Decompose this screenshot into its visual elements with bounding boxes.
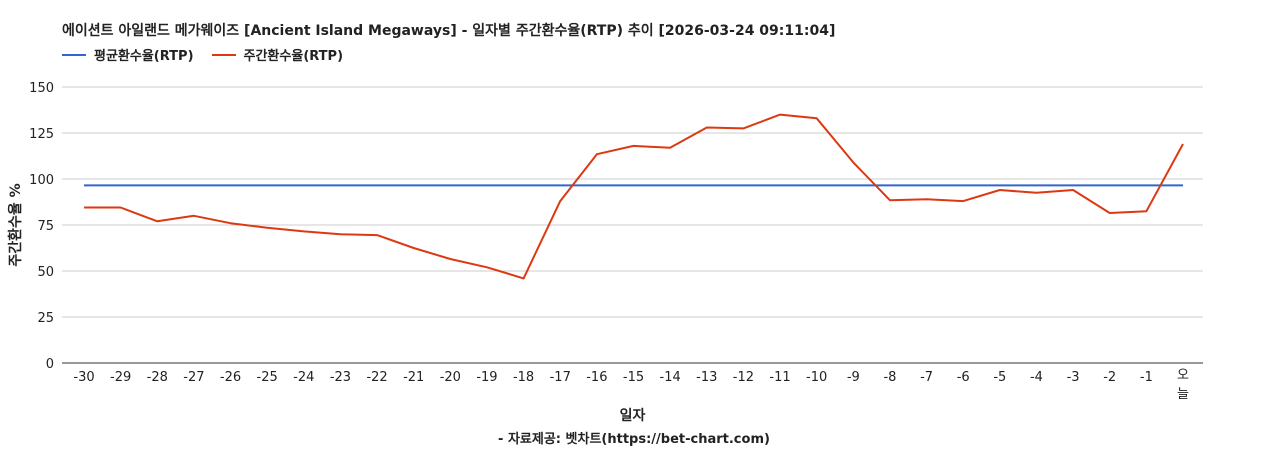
legend-swatch-weekly	[211, 53, 236, 56]
x-tick-label: -1	[1140, 370, 1153, 385]
x-tick-label: -28	[147, 370, 168, 385]
x-tick-label: -15	[623, 370, 644, 385]
x-tick-label: -30	[73, 370, 94, 385]
legend-item-average[interactable]: 평균환수율(RTP)	[62, 45, 194, 64]
x-tick-label: -29	[110, 370, 131, 385]
y-tick-label: 50	[37, 265, 54, 280]
x-tick-label: -13	[696, 370, 717, 385]
y-tick-label: 150	[29, 81, 54, 96]
x-tick-label: -17	[550, 370, 571, 385]
x-tick-label: -14	[660, 370, 681, 385]
x-tick-label: -12	[733, 370, 754, 385]
y-tick-label: 125	[29, 127, 54, 142]
x-tick-label: -26	[220, 370, 241, 385]
x-tick-label: -27	[183, 370, 204, 385]
x-tick-label: -3	[1067, 370, 1080, 385]
chart-title: 에이션트 아일랜드 메가웨이즈 [Ancient Island Megaways…	[62, 23, 836, 39]
x-tick-label: -22	[366, 370, 387, 385]
y-axis-title: 주간환수율 %	[7, 183, 24, 266]
x-tick-label: -18	[513, 370, 534, 385]
x-tick-label: -16	[586, 370, 607, 385]
x-tick-label: -25	[257, 370, 278, 385]
x-tick-label: -23	[330, 370, 351, 385]
legend: 평균환수율(RTP) 주간환수율(RTP)	[62, 45, 343, 64]
y-tick-label: 100	[29, 173, 54, 188]
y-tick-label: 0	[46, 357, 54, 372]
footer-credit: - 자료제공: 벳차트(https://bet-chart.com)	[498, 432, 770, 447]
x-tick-label: -4	[1030, 370, 1043, 385]
x-tick-label: -7	[920, 370, 933, 385]
x-tick-label: -9	[847, 370, 860, 385]
x-tick-label: -19	[476, 370, 497, 385]
legend-label-average: 평균환수율(RTP)	[94, 49, 194, 64]
x-tick-label: -5	[993, 370, 1006, 385]
x-tick-label: -8	[883, 370, 896, 385]
y-tick-label: 75	[37, 219, 54, 234]
y-tick-label: 25	[37, 311, 54, 326]
x-tick-label: -6	[957, 370, 970, 385]
legend-label-weekly: 주간환수율(RTP)	[243, 49, 344, 64]
x-tick-label: -20	[440, 370, 461, 385]
legend-swatch-average	[62, 53, 86, 56]
series-line-weekly	[84, 113, 1184, 280]
x-tick-label: -24	[293, 370, 314, 385]
x-tick-label: -21	[403, 370, 424, 385]
x-tick-label: -11	[769, 370, 790, 385]
x-axis-title: 일자	[620, 408, 646, 424]
x-tick-label: -10	[806, 370, 827, 385]
x-tick-label: -2	[1103, 370, 1116, 385]
legend-item-weekly[interactable]: 주간환수율(RTP)	[211, 45, 344, 64]
